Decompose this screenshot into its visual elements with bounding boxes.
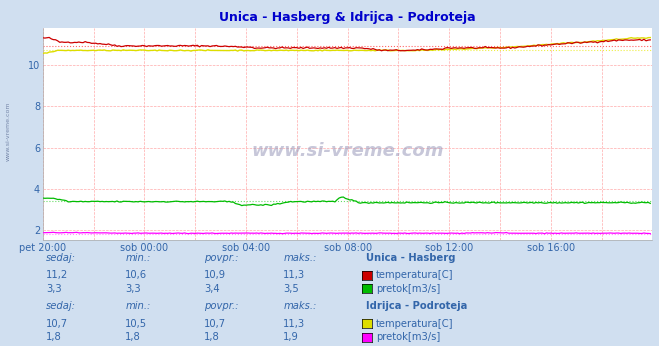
- Text: 10,9: 10,9: [204, 270, 227, 280]
- Text: povpr.:: povpr.:: [204, 301, 239, 311]
- Text: pretok[m3/s]: pretok[m3/s]: [376, 284, 440, 294]
- Text: sedaj:: sedaj:: [46, 301, 76, 311]
- Text: 11,2: 11,2: [46, 270, 69, 280]
- Text: 1,9: 1,9: [283, 333, 299, 342]
- Text: 10,7: 10,7: [46, 319, 69, 328]
- Text: maks.:: maks.:: [283, 301, 317, 311]
- Text: 3,4: 3,4: [204, 284, 220, 294]
- Text: www.si-vreme.com: www.si-vreme.com: [251, 142, 444, 160]
- Text: Unica - Hasberg: Unica - Hasberg: [366, 253, 455, 263]
- Text: Idrijca - Podroteja: Idrijca - Podroteja: [366, 301, 467, 311]
- Text: temperatura[C]: temperatura[C]: [376, 319, 453, 328]
- Text: 11,3: 11,3: [283, 270, 306, 280]
- Text: maks.:: maks.:: [283, 253, 317, 263]
- Text: 3,5: 3,5: [283, 284, 299, 294]
- Text: povpr.:: povpr.:: [204, 253, 239, 263]
- Text: sedaj:: sedaj:: [46, 253, 76, 263]
- Text: pretok[m3/s]: pretok[m3/s]: [376, 333, 440, 342]
- Text: 10,5: 10,5: [125, 319, 148, 328]
- Text: www.si-vreme.com: www.si-vreme.com: [5, 102, 11, 161]
- Text: 1,8: 1,8: [46, 333, 62, 342]
- Text: 10,6: 10,6: [125, 270, 148, 280]
- Text: 3,3: 3,3: [46, 284, 62, 294]
- Text: min.:: min.:: [125, 301, 151, 311]
- Text: temperatura[C]: temperatura[C]: [376, 270, 453, 280]
- Text: min.:: min.:: [125, 253, 151, 263]
- Text: 10,7: 10,7: [204, 319, 227, 328]
- Text: 11,3: 11,3: [283, 319, 306, 328]
- Title: Unica - Hasberg & Idrijca - Podroteja: Unica - Hasberg & Idrijca - Podroteja: [219, 11, 476, 24]
- Text: 1,8: 1,8: [204, 333, 220, 342]
- Text: 3,3: 3,3: [125, 284, 141, 294]
- Text: 1,8: 1,8: [125, 333, 141, 342]
